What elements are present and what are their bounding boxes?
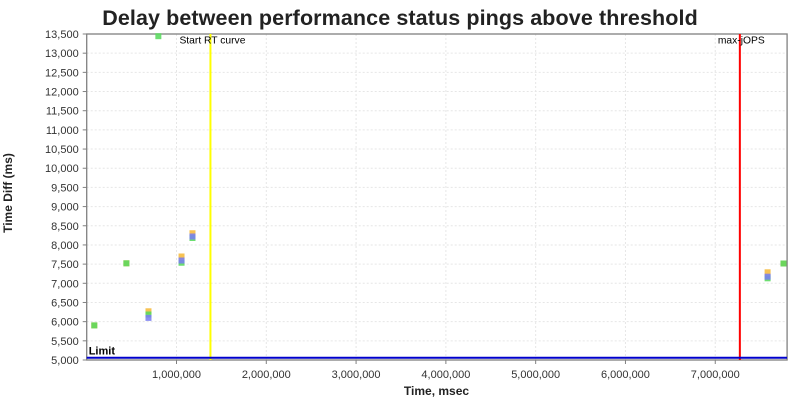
svg-text:7,000: 7,000	[51, 278, 79, 290]
svg-text:5,000,000: 5,000,000	[511, 369, 560, 381]
svg-text:8,500: 8,500	[51, 221, 79, 233]
svg-text:9,000: 9,000	[51, 202, 79, 214]
svg-text:11,500: 11,500	[46, 106, 79, 118]
svg-text:5,500: 5,500	[51, 336, 79, 348]
svg-text:10,500: 10,500	[45, 144, 79, 156]
svg-text:1,000,000: 1,000,000	[152, 369, 201, 381]
svg-text:11,000: 11,000	[46, 125, 79, 137]
svg-text:Time Diff (ms): Time Diff (ms)	[1, 153, 15, 233]
svg-text:Limit: Limit	[89, 346, 116, 358]
svg-text:6,000,000: 6,000,000	[601, 369, 650, 381]
svg-text:9,500: 9,500	[51, 182, 79, 194]
svg-text:8,000: 8,000	[51, 240, 79, 252]
svg-text:13,000: 13,000	[45, 48, 79, 60]
svg-text:7,500: 7,500	[51, 259, 79, 271]
svg-text:max-jOPS: max-jOPS	[718, 36, 765, 47]
svg-text:3,000,000: 3,000,000	[332, 369, 381, 381]
svg-text:10,000: 10,000	[45, 163, 79, 175]
svg-text:12,500: 12,500	[45, 67, 79, 79]
svg-text:2,000,000: 2,000,000	[242, 369, 291, 381]
svg-text:4,000,000: 4,000,000	[421, 369, 470, 381]
svg-text:12,000: 12,000	[45, 87, 79, 99]
svg-text:7,000,000: 7,000,000	[691, 369, 740, 381]
svg-text:6,000: 6,000	[51, 317, 79, 329]
svg-text:6,500: 6,500	[51, 297, 79, 309]
svg-text:5,000: 5,000	[51, 355, 79, 367]
svg-text:Start RT curve: Start RT curve	[179, 36, 245, 47]
